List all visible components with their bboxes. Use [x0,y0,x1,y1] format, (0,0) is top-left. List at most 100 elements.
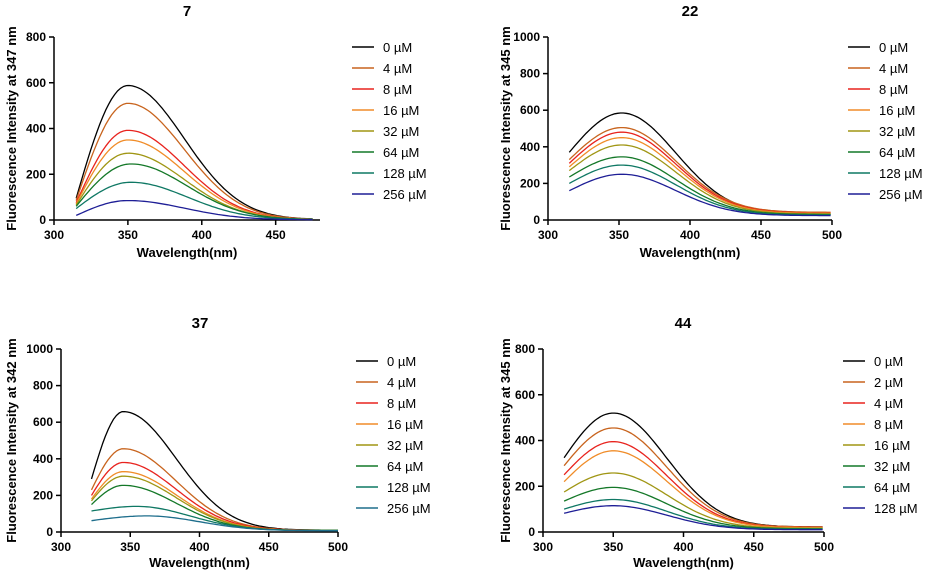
y-tick-label: 600 [33,415,53,429]
x-tick-label: 350 [603,540,623,554]
legend-label: 0 µM [387,354,416,369]
x-tick-label: 300 [538,228,558,242]
x-axis-label: Wavelength(nm) [137,245,238,260]
legend-label: 32 µM [383,124,419,139]
y-tick-label: 200 [26,167,46,181]
legend-label: 4 µM [879,61,908,76]
x-tick-label: 300 [44,228,64,242]
y-tick-label: 200 [515,479,535,493]
series-line-4uM [568,126,831,213]
y-axis-label: Fluorescence Intensity at 342 nm [4,338,19,542]
legend-label: 128 µM [879,166,923,181]
series-line-64uM [75,163,313,220]
series-line-16uM [90,470,338,531]
series-line-256uM [75,199,313,221]
series-line-128uM [563,505,823,531]
chart-panel-22: 22 0 200 400 600 800 1000 300 350 400 450 500 Wavele… [498,3,923,260]
legend-label: 256 µM [879,187,923,202]
y-axis-label: Fluorescence Intensity at 345 nm [498,26,513,230]
legend-label: 128 µM [383,166,427,181]
y-tick-label: 0 [46,525,53,539]
x-tick-label: 450 [259,540,279,554]
x-tick-label: 300 [51,540,71,554]
y-tick-label: 0 [528,525,535,539]
x-tick-label: 400 [680,228,700,242]
legend-label: 8 µM [387,396,416,411]
y-tick-label: 400 [26,122,46,136]
x-tick-label: 500 [822,228,842,242]
y-tick-label: 800 [515,342,535,356]
x-axis-label: Wavelength(nm) [640,245,741,260]
y-tick-label: 400 [520,140,540,154]
legend-label: 16 µM [879,103,915,118]
x-tick-label: 450 [744,540,764,554]
y-tick-label: 0 [39,213,46,227]
legend-label: 128 µM [387,480,431,495]
y-tick-label: 600 [520,103,540,117]
chart-title: 44 [675,315,692,332]
y-tick-label: 400 [33,452,53,466]
x-tick-label: 400 [673,540,693,554]
y-tick-label: 400 [515,434,535,448]
legend-label: 32 µM [879,124,915,139]
series-line-64uM [568,156,831,216]
chart-panel-44: 44 0 200 400 600 800 300 350 400 450 500 Wavelength… [498,315,918,570]
y-axis-label: Fluorescence Intensity at 347 nm [4,26,19,230]
legend-label: 128 µM [874,501,918,516]
legend-label: 16 µM [874,438,910,453]
y-tick-label: 200 [33,488,53,502]
x-tick-label: 400 [189,540,209,554]
legend-label: 4 µM [387,375,416,390]
x-tick-label: 450 [266,228,286,242]
x-tick-label: 400 [192,228,212,242]
y-tick-label: 800 [520,67,540,81]
legend-label: 8 µM [879,82,908,97]
legend-label: 0 µM [879,40,908,55]
chart-panel-7: 7 0 200 400 600 800 300 350 400 450 Wavelength(nm)… [4,3,427,260]
series-line-64uM [91,484,338,531]
chart-title: 22 [682,3,699,20]
series-line-4uM [75,102,313,220]
chart-title: 7 [183,3,191,20]
y-tick-label: 1000 [26,342,53,356]
y-tick-label: 600 [515,388,535,402]
legend-label: 256 µM [387,501,431,516]
series-line-256uM [91,515,338,532]
series-line-8uM [563,450,823,529]
legend-label: 8 µM [383,82,412,97]
y-tick-label: 1000 [513,30,540,44]
x-tick-label: 500 [328,540,348,554]
x-tick-label: 500 [814,540,834,554]
x-axis-label: Wavelength(nm) [149,555,250,570]
series-line-0uM [568,112,831,216]
legend-label: 64 µM [383,145,419,160]
y-tick-label: 800 [33,379,53,393]
legend-label: 4 µM [874,396,903,411]
x-tick-label: 350 [609,228,629,242]
legend-label: 64 µM [879,145,915,160]
x-tick-label: 300 [533,540,553,554]
legend-label: 64 µM [387,459,423,474]
x-tick-label: 350 [120,540,140,554]
y-tick-label: 0 [533,213,540,227]
series-line-0uM [75,84,313,220]
x-tick-label: 350 [118,228,138,242]
legend-label: 0 µM [874,354,903,369]
series-line-8uM [75,129,313,220]
y-tick-label: 200 [520,176,540,190]
series-line-64uM [563,498,823,530]
series-line-16uM [75,139,313,220]
legend-label: 256 µM [383,187,427,202]
chart-panel-37: 37 0 200 400 600 800 1000 300 350 400 450 500 Wavele… [4,315,431,570]
legend-label: 32 µM [387,438,423,453]
y-axis-label: Fluorescence Intensity at 345 nm [498,338,513,542]
y-tick-label: 800 [26,30,46,44]
series-line-16uM [568,137,831,215]
series-line-4uM [563,441,823,529]
legend-label: 0 µM [383,40,412,55]
legend-label: 64 µM [874,480,910,495]
legend-label: 2 µM [874,375,903,390]
series-line-256uM [569,173,831,217]
series-line-128uM [75,181,313,220]
